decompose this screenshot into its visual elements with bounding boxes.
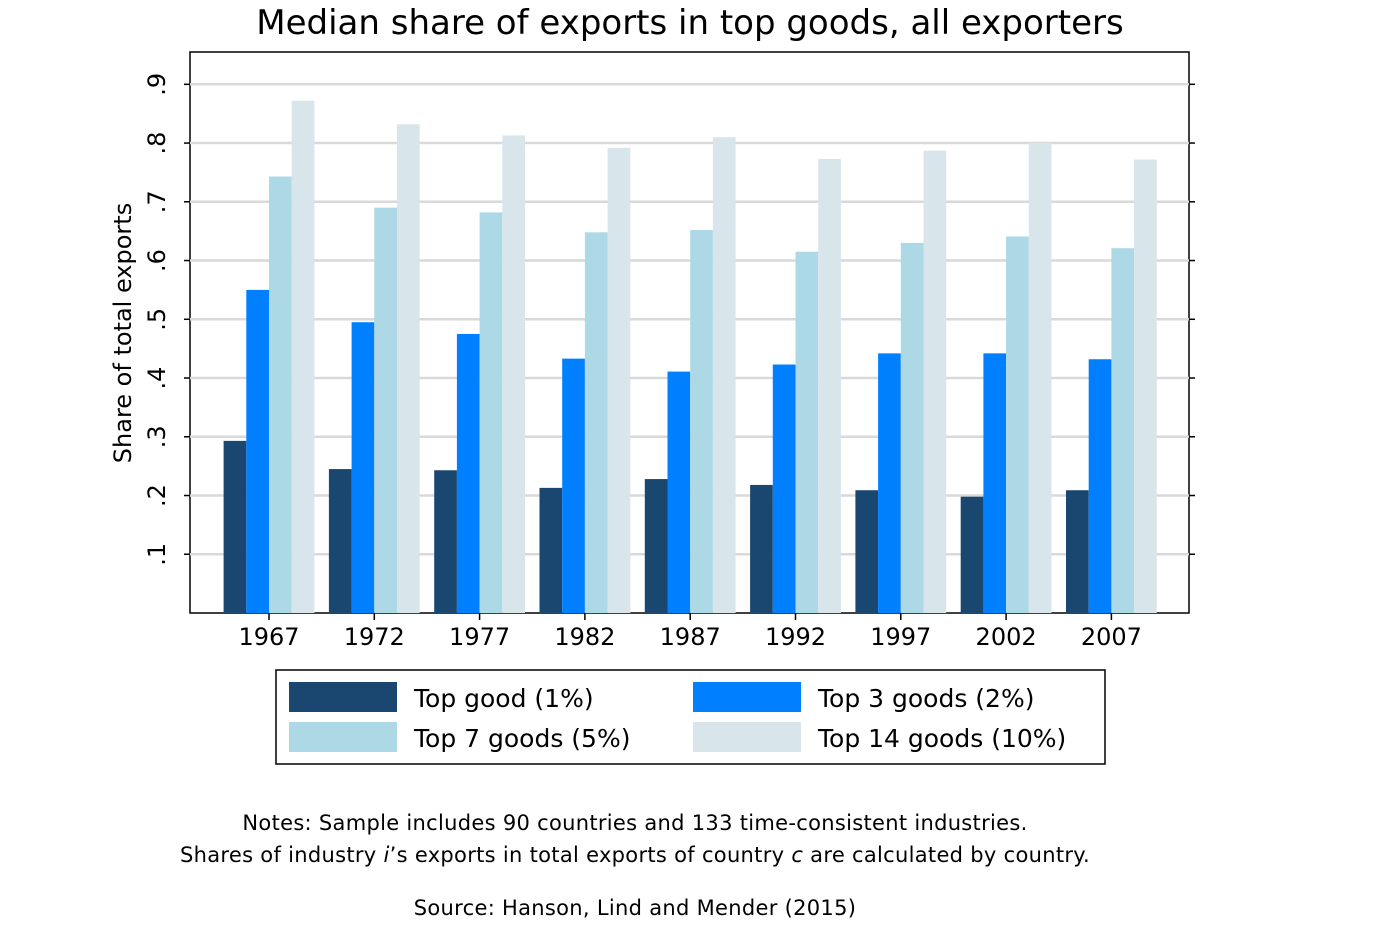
x-tick-label-1997: 1997 (870, 623, 931, 651)
source-note: Source: Hanson, Lind and Mender (2015) (413, 896, 857, 920)
legend-swatch-0 (289, 682, 397, 712)
bar-1987-series-2 (690, 229, 713, 613)
bar-1987-series-1 (667, 371, 691, 613)
bar-1977-series-0 (434, 470, 457, 613)
bar-1972-series-1 (351, 322, 375, 613)
legend-label-1: Top 3 goods (2%) (817, 684, 1034, 713)
x-tick-label-1982: 1982 (554, 623, 615, 651)
notes-line-2-part2: ’s exports in total exports of country (389, 843, 792, 867)
y-tick-label-3: .4 (143, 367, 171, 390)
y-tick-label-0: .1 (143, 543, 171, 566)
bar-1992-series-0 (750, 484, 773, 613)
x-tick-label-1977: 1977 (449, 623, 510, 651)
bar-1987-series-0 (644, 479, 668, 613)
chart-title: Median share of exports in top goods, al… (256, 3, 1123, 43)
legend-box (275, 669, 1106, 765)
y-tick-label-7: .8 (143, 132, 171, 155)
bar-1992-series-2 (795, 251, 819, 613)
x-tick-label-2007: 2007 (1081, 623, 1142, 651)
bar-1967-series-2 (269, 176, 292, 613)
bar-2007-series-0 (1066, 490, 1089, 613)
y-tick-label-6: .7 (143, 190, 171, 213)
x-tick-label-1972: 1972 (344, 623, 405, 651)
bar-2002-series-3 (1028, 143, 1052, 613)
bar-2007-series-2 (1111, 248, 1135, 614)
x-tick-label-1987: 1987 (660, 623, 721, 651)
bar-1967-series-0 (223, 440, 247, 613)
bar-1972-series-0 (328, 469, 352, 613)
legend-label-2: Top 7 goods (5%) (413, 724, 630, 753)
bar-1982-series-1 (562, 358, 585, 613)
notes-line-2-part3: are calculated by country. (803, 843, 1091, 867)
x-tick-label-2002: 2002 (976, 623, 1037, 651)
bar-1972-series-3 (397, 124, 420, 613)
bar-1982-series-3 (607, 147, 631, 613)
bar-1982-series-0 (539, 487, 563, 613)
legend-swatch-2 (289, 722, 397, 752)
legend-swatch-3 (693, 722, 801, 752)
bar-1972-series-2 (374, 207, 397, 613)
y-axis-label: Share of total exports (109, 203, 137, 463)
chart: Median share of exports in top goods, al… (109, 3, 1195, 765)
notes-industry-symbol: i (383, 843, 390, 867)
legend-label-3: Top 14 goods (10%) (817, 724, 1066, 753)
bar-1967-series-3 (291, 100, 315, 613)
bar-2002-series-0 (960, 496, 984, 613)
notes-line-1: Notes: Sample includes 90 countries and … (242, 811, 1028, 835)
x-axis: 1967 1972 1977 1982 1987 1992 1997 2002 2007 (238, 613, 1142, 651)
bar-1997-series-1 (878, 353, 901, 613)
bar-1992-series-3 (818, 158, 841, 613)
bar-1977-series-2 (479, 212, 503, 613)
bar-2002-series-2 (1006, 236, 1029, 613)
y-tick-label-2: .3 (143, 425, 171, 448)
y-tick-label-4: .5 (143, 308, 171, 331)
bars (223, 100, 1157, 614)
notes-line-2: Shares of industry i’s exports in total … (0, 843, 1270, 867)
bar-1977-series-3 (502, 135, 525, 613)
x-tick-label-1992: 1992 (765, 623, 826, 651)
bar-2002-series-1 (983, 353, 1007, 613)
bar-1992-series-1 (772, 364, 796, 613)
bar-2007-series-1 (1088, 359, 1112, 613)
y-axis: .1 .2 .3 .4 .5 .6 .7 .8 .9 (143, 73, 1195, 566)
y-tick-label-5: .6 (143, 249, 171, 272)
x-tick-label-1967: 1967 (238, 623, 299, 651)
bar-1987-series-3 (712, 137, 736, 613)
bar-1977-series-1 (456, 333, 480, 613)
bar-1997-series-3 (923, 150, 947, 613)
legend-swatch-1 (693, 682, 801, 712)
legend: Top good (1%) Top 3 goods (2%) Top 7 goods… (289, 682, 1066, 753)
bar-1967-series-1 (246, 289, 269, 613)
bar-1997-series-0 (855, 490, 879, 613)
legend-label-0: Top good (1%) (413, 684, 594, 713)
notes-line-2-part1: Shares of industry (179, 843, 384, 867)
bar-1997-series-2 (900, 242, 924, 613)
y-tick-label-1: .2 (143, 484, 171, 507)
y-tick-label-8: .9 (143, 73, 171, 96)
bar-1982-series-2 (584, 232, 608, 613)
notes-country-symbol: c (791, 843, 804, 867)
bar-2007-series-3 (1134, 159, 1157, 613)
